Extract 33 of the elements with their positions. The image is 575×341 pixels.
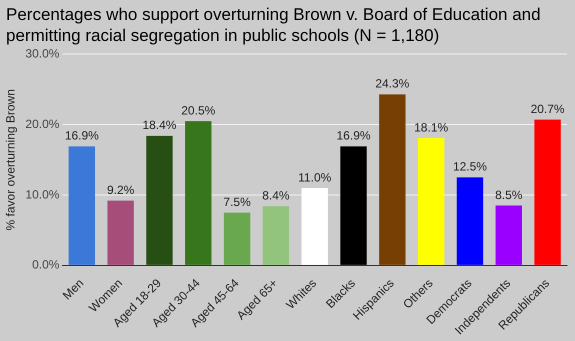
bar bbox=[107, 200, 134, 265]
y-tick-label: 0.0% bbox=[32, 258, 60, 272]
bar bbox=[302, 188, 328, 265]
bar bbox=[185, 121, 212, 265]
bar bbox=[534, 120, 561, 265]
data-label: 16.9% bbox=[64, 128, 100, 143]
data-label: 8.4% bbox=[262, 188, 290, 203]
bar bbox=[340, 146, 367, 265]
bar bbox=[224, 212, 250, 265]
y-tick-label: 20.0% bbox=[25, 116, 60, 131]
data-label: 8.5% bbox=[495, 188, 523, 202]
bar bbox=[379, 94, 406, 265]
data-label: 11.0% bbox=[298, 170, 332, 184]
data-label: 18.1% bbox=[414, 120, 448, 134]
bar bbox=[146, 136, 173, 265]
y-tick-label: 30.0% bbox=[25, 46, 60, 61]
data-label: 24.3% bbox=[375, 76, 410, 91]
data-label: 16.9% bbox=[336, 128, 371, 143]
data-label: 18.4% bbox=[142, 118, 177, 132]
bar bbox=[456, 177, 484, 265]
chart-title: Percentages who support overturning Brown v. Board of Education and permitting racial segregation in public schools (N = 1,180) bbox=[5, 4, 542, 45]
bar bbox=[418, 138, 444, 265]
y-tick-label: 10.0% bbox=[25, 187, 60, 202]
data-label: 12.5% bbox=[452, 160, 488, 174]
data-label: 9.2% bbox=[106, 182, 135, 197]
bar bbox=[496, 206, 522, 265]
data-label: 20.7% bbox=[530, 102, 565, 116]
y-axis-title: % favor overturning Brown bbox=[4, 89, 18, 230]
data-label: 7.5% bbox=[223, 194, 252, 209]
data-label: 20.5% bbox=[181, 103, 216, 118]
bar bbox=[262, 206, 290, 265]
bar bbox=[68, 146, 96, 265]
x-tick-label: Men bbox=[60, 276, 86, 302]
